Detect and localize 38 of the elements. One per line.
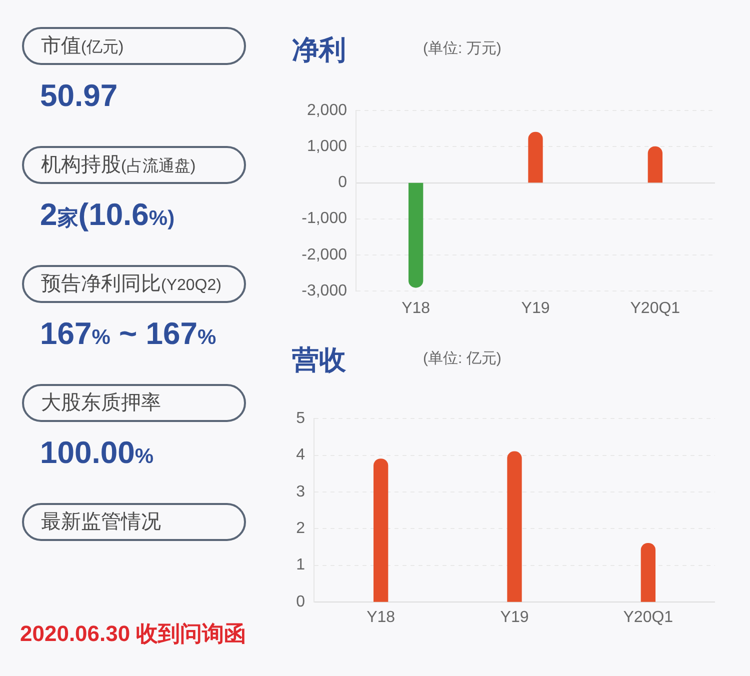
y-tick-label: -1,000 bbox=[302, 210, 348, 228]
rounded-frame: 大股东质押率 bbox=[22, 384, 246, 422]
y-tick-label: 1 bbox=[296, 556, 306, 574]
x-tick-label: Y19 bbox=[500, 609, 529, 626]
bar bbox=[374, 458, 388, 602]
y-tick-label: 0 bbox=[296, 593, 306, 610]
text: 2家(10.6%) bbox=[40, 197, 175, 232]
x-tick-label: Y20Q1 bbox=[630, 300, 680, 318]
y-tick-label: 4 bbox=[296, 446, 306, 464]
x-tick-label: Y18 bbox=[402, 300, 430, 318]
x-tick-label: Y18 bbox=[366, 609, 396, 626]
chart-subtitle: (单位: 亿元) bbox=[423, 349, 502, 369]
bar bbox=[648, 146, 662, 183]
bar bbox=[640, 542, 656, 602]
text: 50.97 bbox=[40, 78, 118, 113]
y-tick-label: 2 bbox=[296, 520, 306, 538]
bar bbox=[507, 451, 522, 602]
bar bbox=[528, 132, 543, 183]
x-tick-label: Y19 bbox=[521, 300, 550, 318]
bar bbox=[408, 182, 424, 288]
y-tick-label: 0 bbox=[338, 174, 348, 192]
y-tick-label: -2,000 bbox=[302, 246, 348, 264]
rounded-frame: 最新监管情况 bbox=[22, 503, 246, 541]
rounded-frame: 机构持股(占流通盘) bbox=[22, 146, 246, 184]
text: 100.00% bbox=[40, 435, 154, 470]
y-tick-label: 2,000 bbox=[306, 102, 348, 120]
text: 2020.06.30 收到问询函 bbox=[20, 620, 246, 648]
y-tick-label: 3 bbox=[296, 483, 306, 500]
text: 167% ~ 167% bbox=[40, 316, 216, 351]
rounded-frame: 市值(亿元) bbox=[22, 27, 246, 65]
y-tick-label: 5 bbox=[296, 410, 306, 428]
x-tick-label: Y20Q1 bbox=[623, 609, 674, 626]
y-tick-label: -3,000 bbox=[302, 282, 348, 300]
rounded-frame: 预告净利同比(Y20Q2) bbox=[22, 265, 246, 303]
chart-title: 净利 bbox=[292, 34, 346, 67]
chart-title: 营收 bbox=[292, 344, 346, 377]
chart-subtitle: (单位: 万元) bbox=[423, 39, 502, 59]
y-tick-label: 1,000 bbox=[306, 138, 348, 156]
